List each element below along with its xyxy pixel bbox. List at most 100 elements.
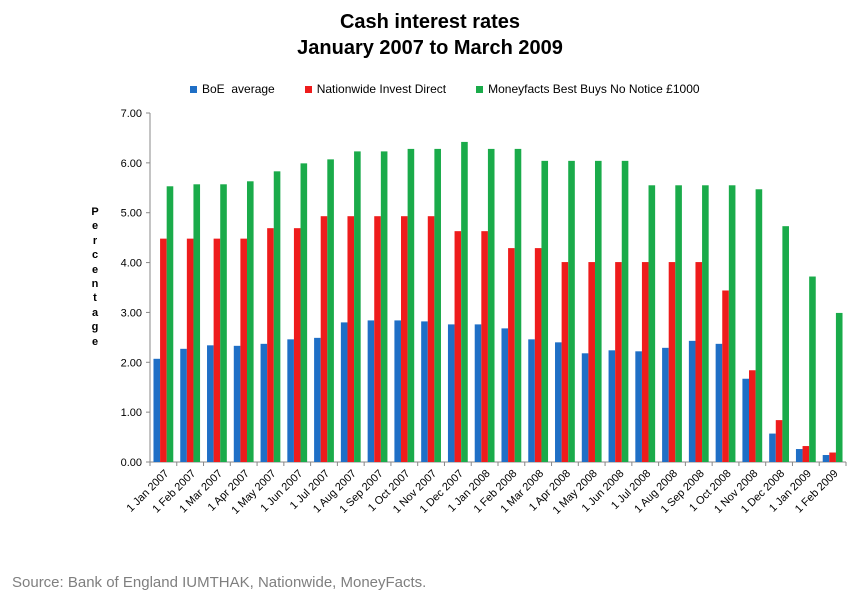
- y-axis-label-letter: e: [91, 335, 99, 348]
- y-tick-label: 4.00: [121, 258, 142, 270]
- bar-moneyfacts: [702, 185, 709, 463]
- y-axis-label-letter: g: [91, 321, 99, 334]
- bar-boe: [608, 350, 616, 462]
- y-tick-label: 3.00: [121, 307, 142, 319]
- bar-boe: [501, 328, 509, 462]
- legend-swatch-boe: [190, 85, 197, 93]
- bar-moneyfacts: [407, 148, 415, 462]
- bar-nationwide: [374, 216, 381, 462]
- bar-moneyfacts: [728, 185, 736, 463]
- y-axis-label-letter: n: [91, 278, 99, 291]
- y-axis-label-letter: e: [91, 220, 99, 233]
- bar-moneyfacts: [434, 148, 441, 462]
- bar-boe: [742, 378, 750, 462]
- legend-item-moneyfacts: Moneyfacts Best Buys No Notice £1000: [476, 82, 700, 96]
- bar-moneyfacts: [809, 276, 816, 462]
- bar-boe: [421, 321, 428, 462]
- bar-moneyfacts: [782, 226, 789, 462]
- chart-title-line-1: Cash interest rates: [339, 11, 521, 33]
- legend-swatch-moneyfacts: [476, 85, 484, 93]
- bar-nationwide: [213, 238, 221, 462]
- bar-moneyfacts: [380, 151, 388, 462]
- bar-nationwide: [615, 262, 622, 462]
- legend: BoE average Nationwide Invest Direct Mon…: [190, 80, 730, 98]
- bar-boe: [822, 455, 830, 462]
- bar-boe: [715, 343, 723, 462]
- bar-moneyfacts: [166, 186, 174, 463]
- y-tick-label: 5.00: [121, 208, 142, 220]
- bar-nationwide: [534, 248, 542, 462]
- bar-nationwide: [240, 238, 247, 462]
- bar-moneyfacts: [514, 148, 522, 462]
- bar-boe: [555, 342, 562, 462]
- bar-nationwide: [320, 216, 328, 462]
- y-axis-label-letter: P: [91, 206, 99, 218]
- legend-label-moneyfacts: Moneyfacts Best Buys No Notice £1000: [488, 82, 700, 96]
- legend-swatch-nationwide: [304, 85, 312, 93]
- bar-nationwide: [668, 262, 676, 462]
- legend-label-boe: BoE average: [202, 82, 275, 96]
- bar-boe: [474, 324, 482, 462]
- bar-boe: [153, 358, 161, 462]
- bar-nationwide: [186, 238, 194, 462]
- y-tick-label: 6.00: [121, 158, 142, 170]
- bar-moneyfacts: [621, 160, 629, 463]
- legend-label-nationwide: Nationwide Invest Direct: [316, 82, 447, 96]
- bar-moneyfacts: [327, 159, 334, 462]
- bar-moneyfacts: [354, 151, 361, 462]
- bar-nationwide: [427, 216, 435, 462]
- bar-moneyfacts: [541, 160, 549, 463]
- bar-boe: [314, 337, 321, 462]
- bar-moneyfacts: [487, 148, 495, 462]
- bar-boe: [207, 345, 214, 462]
- bar-boe: [287, 339, 294, 462]
- bar-boe: [367, 320, 375, 462]
- bar-moneyfacts: [273, 171, 281, 462]
- y-axis-label-letter: c: [91, 249, 99, 262]
- bar-nationwide: [508, 248, 515, 462]
- bar-nationwide: [561, 262, 569, 462]
- y-tick-label: 2.00: [121, 357, 142, 369]
- bar-boe: [394, 320, 402, 462]
- bar-moneyfacts: [755, 189, 763, 462]
- bar-boe: [260, 343, 268, 462]
- bar-moneyfacts: [300, 163, 308, 463]
- bar-moneyfacts: [675, 185, 682, 463]
- y-tick-label: 1.00: [121, 407, 142, 419]
- y-axis-label-letter: r: [92, 234, 98, 247]
- bar-moneyfacts: [568, 160, 575, 463]
- bar-nationwide: [293, 228, 301, 462]
- bar-nationwide: [802, 446, 810, 462]
- y-axis-label-letter: a: [91, 306, 99, 319]
- y-axis-label-letter: e: [91, 263, 99, 276]
- bar-moneyfacts: [220, 184, 227, 463]
- bar-nationwide: [695, 262, 703, 462]
- bar-boe: [795, 449, 803, 462]
- bar-boe: [688, 340, 696, 462]
- y-axis-label-letter: t: [93, 292, 97, 305]
- chart-title-line-2: January 2007 to March 2009: [297, 37, 563, 59]
- bar-nationwide: [160, 238, 167, 462]
- bar-nationwide: [641, 262, 649, 462]
- bar-boe: [581, 353, 589, 462]
- bar-boe: [635, 351, 642, 462]
- bar-nationwide: [588, 262, 595, 462]
- y-tick-label: 0.00: [121, 457, 142, 469]
- bar-nationwide: [401, 216, 408, 462]
- legend-item-nationwide: Nationwide Invest Direct: [304, 82, 447, 96]
- bar-nationwide: [722, 290, 729, 462]
- legend-item-boe: BoE average: [190, 82, 275, 96]
- bar-moneyfacts: [648, 185, 656, 463]
- bar-nationwide: [829, 452, 836, 462]
- bar-boe: [662, 347, 669, 462]
- bar-moneyfacts: [193, 184, 201, 463]
- bar-nationwide: [267, 228, 274, 462]
- bar-moneyfacts: [594, 160, 602, 463]
- y-tick-label: 7.00: [121, 108, 142, 120]
- source-note: Source: Bank of England IUMTHAK, Nationw…: [12, 574, 427, 591]
- bar-nationwide: [481, 231, 488, 462]
- bar-nationwide: [454, 231, 462, 462]
- bar-nationwide: [749, 370, 756, 462]
- bar-moneyfacts: [461, 141, 468, 463]
